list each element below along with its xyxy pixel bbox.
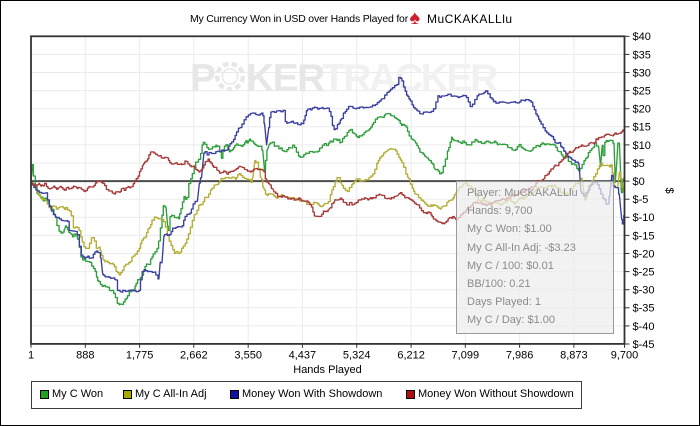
svg-text:$-45: $-45 xyxy=(633,339,655,351)
svg-text:$25: $25 xyxy=(633,86,651,98)
svg-text:$-30: $-30 xyxy=(633,285,655,297)
svg-text:P: P xyxy=(190,57,215,100)
svg-text:$: $ xyxy=(663,187,675,193)
svg-text:$-20: $-20 xyxy=(633,248,655,260)
svg-text:3,550: 3,550 xyxy=(234,350,262,362)
svg-text:KER: KER xyxy=(246,57,325,100)
svg-text:$15: $15 xyxy=(633,122,651,134)
svg-text:$30: $30 xyxy=(633,67,651,79)
svg-text:6,212: 6,212 xyxy=(397,350,425,362)
svg-text:1: 1 xyxy=(28,350,34,362)
svg-text:888: 888 xyxy=(76,350,94,362)
svg-text:$-15: $-15 xyxy=(633,230,655,242)
svg-text:$0: $0 xyxy=(633,176,645,188)
svg-text:$35: $35 xyxy=(633,49,651,61)
svg-text:2,662: 2,662 xyxy=(180,350,208,362)
svg-text:4,437: 4,437 xyxy=(289,350,317,362)
svg-text:9,700: 9,700 xyxy=(611,350,639,362)
svg-text:7,986: 7,986 xyxy=(506,350,534,362)
svg-text:$-40: $-40 xyxy=(633,321,655,333)
svg-text:$-25: $-25 xyxy=(633,267,655,279)
svg-text:$-10: $-10 xyxy=(633,212,655,224)
svg-text:$20: $20 xyxy=(633,104,651,116)
svg-text:$-35: $-35 xyxy=(633,303,655,315)
svg-text:8,873: 8,873 xyxy=(560,350,588,362)
svg-text:$40: $40 xyxy=(633,31,651,43)
svg-text:$-5: $-5 xyxy=(633,194,649,206)
svg-text:5,324: 5,324 xyxy=(343,350,371,362)
svg-text:$10: $10 xyxy=(633,140,651,152)
svg-text:TRACKER: TRACKER xyxy=(322,57,498,100)
svg-text:Hands Played: Hands Played xyxy=(293,364,362,376)
svg-text:7,099: 7,099 xyxy=(452,350,480,362)
svg-text:$5: $5 xyxy=(633,158,645,170)
svg-text:1,775: 1,775 xyxy=(126,350,154,362)
